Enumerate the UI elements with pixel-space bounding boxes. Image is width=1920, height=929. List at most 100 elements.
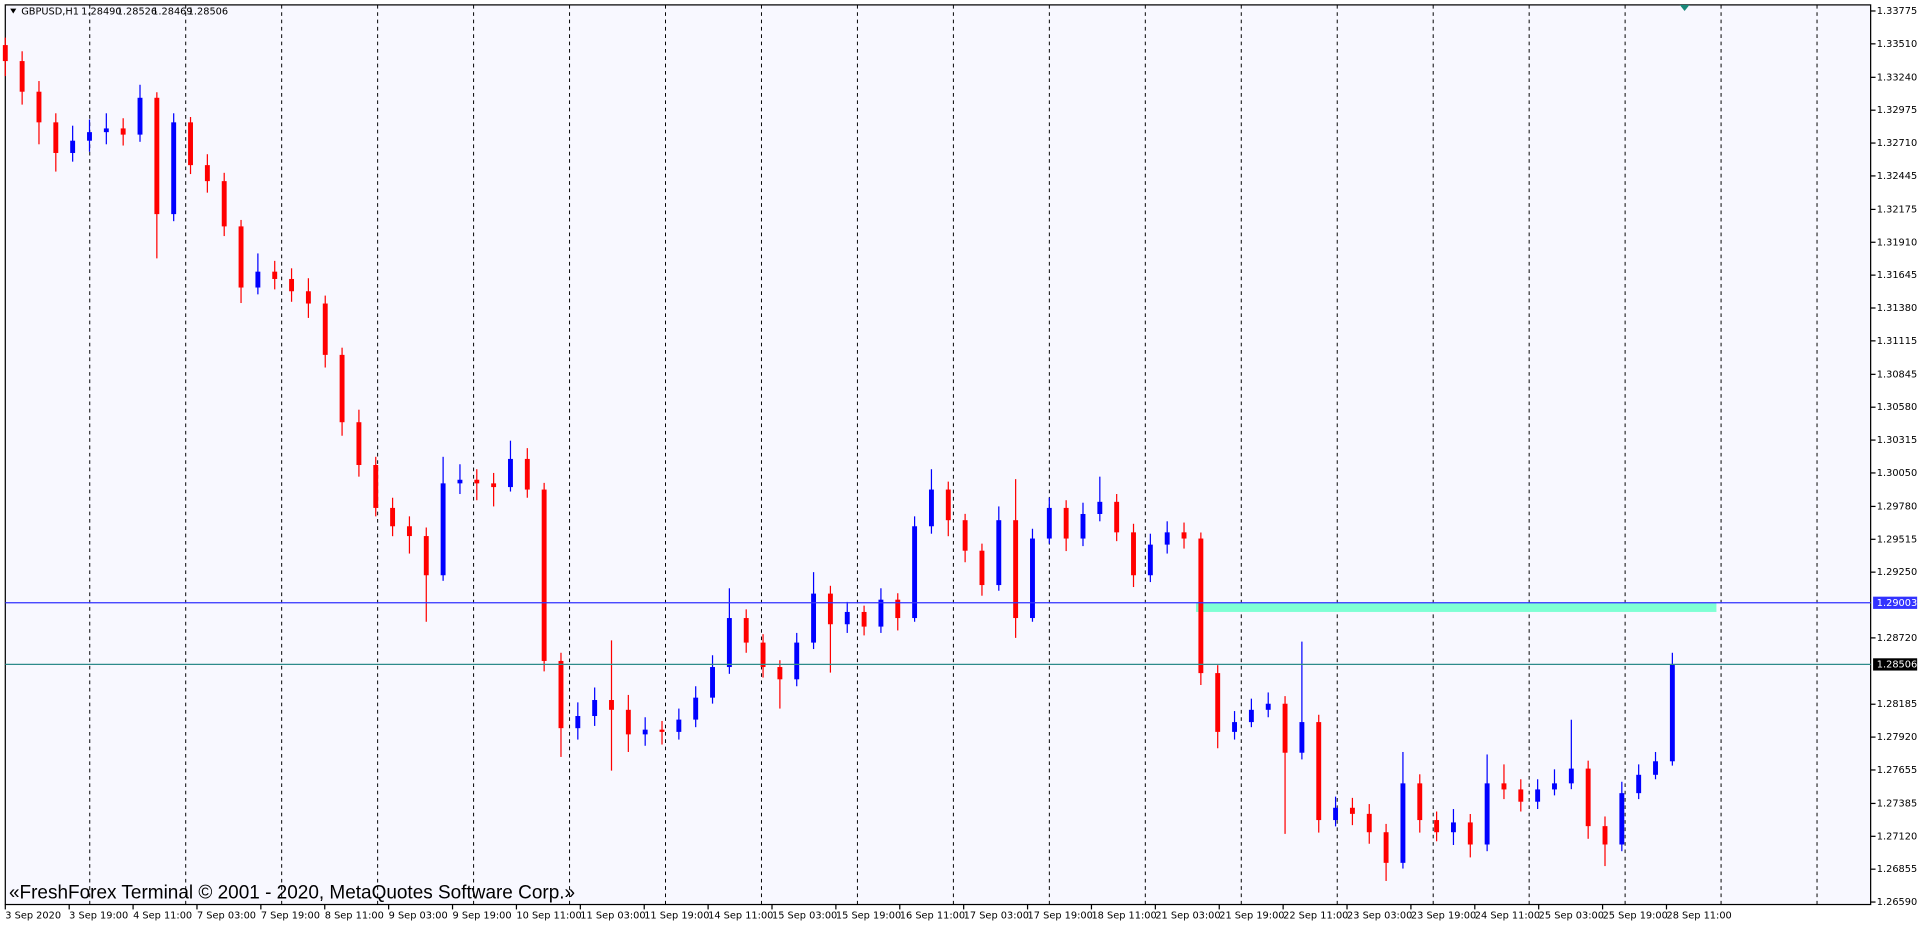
candle-body — [811, 593, 817, 643]
y-tick-label: 1.29250 — [1877, 567, 1917, 578]
candle-body — [928, 489, 934, 527]
y-tick-label: 1.27655 — [1877, 765, 1917, 776]
candle-body — [1147, 544, 1153, 576]
grid-layer — [89, 4, 1818, 905]
candle-body — [1232, 722, 1237, 732]
candle-body — [457, 479, 463, 484]
plot-area — [4, 4, 1872, 906]
candle-body — [1501, 783, 1507, 790]
x-tick-label: 11 Sep 03:00 — [580, 911, 645, 922]
candle-body — [339, 354, 345, 423]
y-tick-label: 1.30050 — [1877, 468, 1917, 479]
candle-body — [1653, 761, 1658, 775]
candle-body — [1552, 783, 1557, 790]
candle-body — [726, 618, 732, 668]
candle-body — [895, 599, 901, 619]
ohlc-low: 1.28469 — [152, 7, 192, 18]
price-badge-label: 1.28506 — [1877, 659, 1917, 670]
x-tick-label: 22 Sep 11:00 — [1283, 911, 1348, 922]
candle-body — [1164, 532, 1170, 545]
x-tick-label: 10 Sep 11:00 — [516, 911, 581, 922]
y-tick-label: 1.29780 — [1877, 501, 1917, 512]
candle-body — [474, 479, 480, 484]
y-tick-label: 1.32175 — [1877, 204, 1917, 215]
x-tick-label: 9 Sep 19:00 — [453, 911, 512, 922]
x-tick-label: 23 Sep 03:00 — [1347, 911, 1412, 922]
y-tick-label: 1.31115 — [1877, 336, 1917, 347]
menu-arrow[interactable] — [10, 8, 17, 14]
candle-body — [1535, 789, 1541, 802]
y-tick-label: 1.27385 — [1877, 798, 1917, 809]
copyright: «FreshForex Terminal © 2001 - 2020, Meta… — [9, 883, 575, 904]
candle-body — [1282, 703, 1288, 753]
x-tick-label: 8 Sep 11:00 — [325, 911, 384, 922]
candle-body — [1097, 501, 1103, 514]
y-tick-label: 1.32710 — [1877, 138, 1917, 149]
x-tick-label: 21 Sep 03:00 — [1155, 911, 1220, 922]
candle-body — [1568, 768, 1574, 784]
candle-body — [1451, 822, 1456, 833]
x-tick-label: 24 Sep 11:00 — [1475, 911, 1540, 922]
x-tick-label: 11 Sep 19:00 — [644, 911, 709, 922]
candle-body — [1265, 703, 1271, 710]
candle-body — [962, 520, 968, 551]
x-tick-label: 25 Sep 19:00 — [1603, 911, 1668, 922]
x-tick-label: 17 Sep 19:00 — [1028, 911, 1093, 922]
y-tick-label: 1.33775 — [1877, 6, 1917, 17]
y-tick-label: 1.30580 — [1877, 402, 1917, 413]
supply-zone — [1195, 602, 1717, 612]
x-tick-label: 4 Sep 11:00 — [133, 911, 192, 922]
y-tick-label: 1.26855 — [1877, 864, 1917, 875]
candle-body — [945, 489, 951, 521]
candle-body — [1114, 501, 1120, 533]
candle-body — [743, 618, 749, 643]
x-tick-label: 18 Sep 11:00 — [1091, 911, 1156, 922]
candle-body — [423, 536, 429, 576]
candle-body — [1400, 783, 1406, 863]
candle-body — [373, 465, 379, 508]
candle-body — [272, 271, 278, 279]
y-tick-label: 1.30845 — [1877, 369, 1917, 380]
shift-marker[interactable] — [1679, 4, 1690, 12]
candle-body — [979, 550, 985, 586]
y-tick-label: 1.33510 — [1877, 39, 1917, 50]
candle-body — [171, 122, 177, 215]
y-tick-label: 1.31910 — [1877, 237, 1917, 248]
candle-body — [592, 700, 598, 717]
candle-body — [390, 507, 396, 527]
candle-body — [1585, 768, 1591, 827]
candle-body — [1434, 820, 1440, 833]
candle-body — [2, 45, 8, 62]
x-tick-label: 16 Sep 11:00 — [900, 911, 965, 922]
candle-body — [53, 122, 59, 153]
candle-body — [878, 599, 884, 627]
y-tick-label: 1.31380 — [1877, 303, 1917, 314]
y-tick-label: 1.33240 — [1877, 72, 1917, 83]
y-tick-label: 1.27120 — [1877, 831, 1917, 842]
candle-body — [1131, 532, 1136, 576]
x-tick-label: 7 Sep 03:00 — [197, 911, 256, 922]
candle-body — [1248, 709, 1254, 723]
candle-body — [305, 291, 311, 304]
candle-body — [996, 520, 1002, 586]
candle-body — [844, 611, 850, 625]
x-tick-label: 28 Sep 11:00 — [1666, 911, 1731, 922]
candle-body — [289, 278, 295, 292]
candle-body — [154, 97, 160, 215]
candle-body — [777, 667, 783, 680]
y-tick-label: 1.32445 — [1877, 171, 1917, 182]
candle-body — [1518, 789, 1524, 802]
candle-body — [1046, 507, 1052, 539]
x-tick-label: 15 Sep 19:00 — [836, 911, 901, 922]
y-tick-label: 1.26590 — [1877, 897, 1917, 908]
candle-body — [238, 226, 244, 288]
candle-body — [103, 128, 109, 133]
candle-body — [1366, 813, 1372, 833]
candle-body — [558, 660, 564, 729]
candle-body — [575, 716, 581, 729]
axes-layer: 1.33775 1.33510 1.33240 1.32975 1.32710 1.324… — [4, 6, 1917, 922]
y-tick-label: 1.32975 — [1877, 105, 1917, 116]
marks-layer — [2, 37, 1871, 881]
